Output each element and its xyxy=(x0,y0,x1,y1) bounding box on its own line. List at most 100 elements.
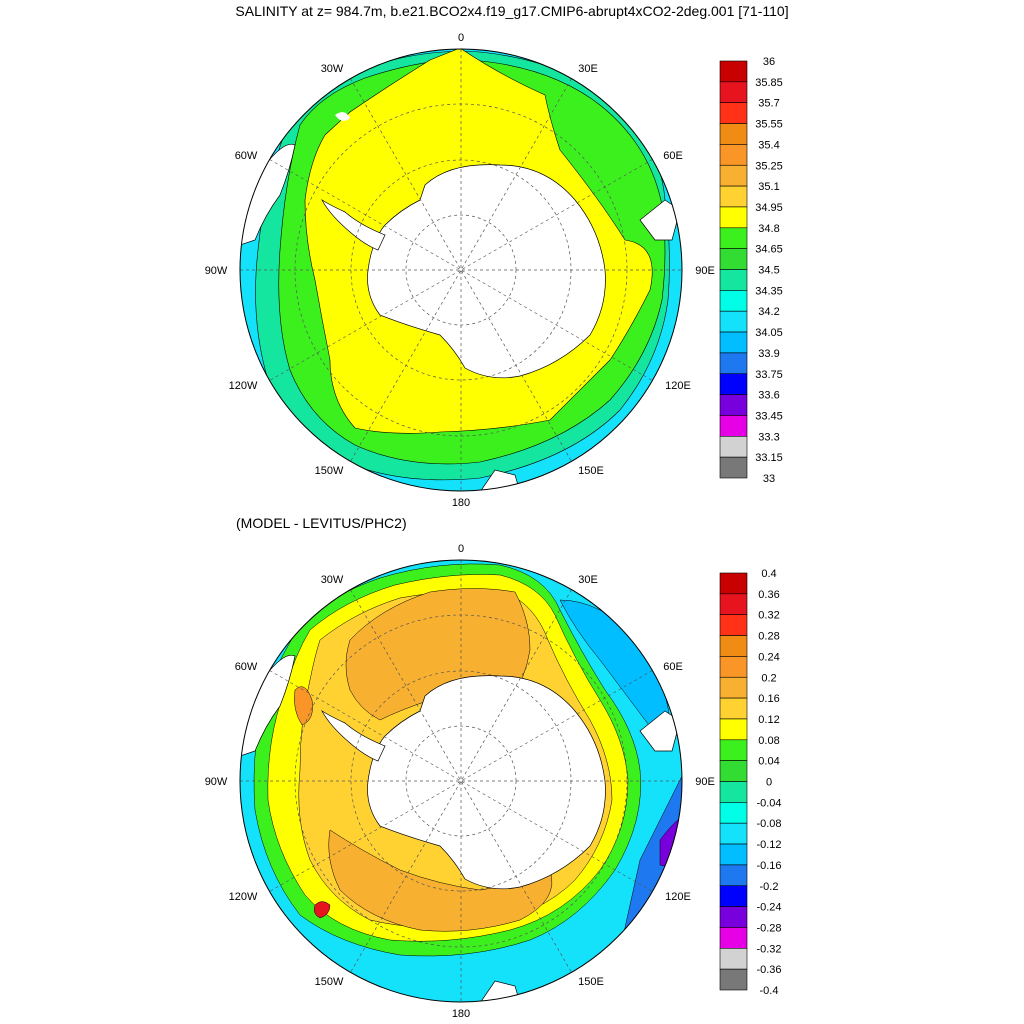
colorbar-label: -0.2 xyxy=(760,881,779,893)
colorbar-label: 35.55 xyxy=(755,119,783,131)
colorbar-label: 34.2 xyxy=(758,306,779,318)
colorbar-swatch xyxy=(719,373,748,395)
colorbar-label: 0.04 xyxy=(758,756,779,768)
colorbar-swatch xyxy=(719,227,748,249)
lon-label-30w: 30W xyxy=(321,63,344,75)
colorbar-swatch xyxy=(719,802,748,824)
diff-red-spot xyxy=(313,901,331,919)
colorbar-label: 33.15 xyxy=(755,452,783,464)
graticule-bottom xyxy=(240,560,682,1002)
colorbar-label: 34.8 xyxy=(758,223,779,235)
difference-map: 0 30E 60E 90E 120E 150E 180 150W 120W 90… xyxy=(205,543,715,1020)
lon-label-120w: 120W xyxy=(229,380,258,392)
colorbar-swatch xyxy=(719,435,748,458)
colorbar-label: 0.32 xyxy=(758,610,779,622)
colorbar-label: 35.4 xyxy=(758,139,779,151)
lon-label-90w: 90W xyxy=(205,265,228,277)
lon-label-150w: 150W xyxy=(315,465,344,477)
colorbar-swatch xyxy=(719,81,748,103)
antarctic-peninsula xyxy=(321,199,386,251)
colorbar-label: -0.12 xyxy=(756,839,781,851)
lon-label-30e: 30E xyxy=(578,63,598,75)
colorbar-swatch xyxy=(719,843,748,866)
lon-label-90w-bottom: 90W xyxy=(205,776,228,788)
colorbar-swatch xyxy=(719,102,748,124)
colorbar-label: 0.12 xyxy=(758,714,779,726)
lon-label-180: 180 xyxy=(452,497,470,509)
lon-label-30e-bottom: 30E xyxy=(578,574,598,586)
colorbar-swatch xyxy=(719,290,748,312)
colorbar-label: 0.16 xyxy=(758,693,779,705)
graticule-top xyxy=(240,49,682,491)
colorbar-label: 0 xyxy=(766,777,772,789)
diff-africa-land xyxy=(639,710,681,752)
colorbar-label: 36 xyxy=(763,56,775,68)
colorbar-label: -0.36 xyxy=(756,964,781,976)
colorbar-swatch xyxy=(719,822,748,845)
lon-label-120e-bottom: 120E xyxy=(665,891,691,903)
difference-subtitle: (MODEL - LEVITUS/PHC2) xyxy=(236,515,407,531)
colorbar-label: 0.36 xyxy=(758,589,779,601)
colorbar-label: 34.65 xyxy=(755,244,783,256)
colorbar-label: -0.16 xyxy=(756,860,781,872)
diff-orange-south xyxy=(328,829,553,932)
colorbar-swatch xyxy=(719,394,748,416)
colorbar-swatch xyxy=(719,456,748,479)
colorbar-swatch xyxy=(719,331,748,354)
colorbar-swatch xyxy=(719,352,748,375)
plot-title: SALINITY at z= 984.7m, b.e21.BCO2x4.f19_… xyxy=(235,3,789,19)
colorbar-swatch xyxy=(719,310,748,333)
colorbar-swatch xyxy=(719,164,748,187)
colorbar-label: -0.08 xyxy=(756,818,781,830)
colorbar-swatch xyxy=(719,968,748,991)
colorbar-label: -0.24 xyxy=(756,902,781,914)
lon-label-60e-bottom: 60E xyxy=(663,661,683,673)
colorbar-swatch xyxy=(719,906,748,928)
colorbar-swatch xyxy=(719,614,748,636)
lon-label-120w-bottom: 120W xyxy=(229,891,258,903)
africa-land xyxy=(639,199,681,241)
colorbar-label: 33.3 xyxy=(758,431,779,443)
colorbar-swatch xyxy=(719,572,748,595)
colorbar-label: 34.35 xyxy=(755,285,783,297)
lon-label-0-bottom: 0 xyxy=(458,543,464,555)
difference-colorbar: 0.4 0.36 0.32 0.28 0.24 0.2 0.16 0.12 0.08 0.04 0 -… xyxy=(719,568,782,997)
colorbar-swatch xyxy=(719,760,748,782)
lon-label-90e: 90E xyxy=(695,265,715,277)
colorbar-swatch xyxy=(719,864,748,887)
lon-label-60e: 60E xyxy=(663,150,683,162)
lon-label-150e: 150E xyxy=(578,465,604,477)
colorbar-swatch xyxy=(719,927,748,949)
colorbar-swatch xyxy=(719,60,748,83)
colorbar-swatch xyxy=(719,144,748,166)
colorbar-swatch xyxy=(719,248,748,270)
colorbar-swatch xyxy=(719,697,748,720)
lon-label-150w-bottom: 150W xyxy=(315,976,344,988)
colorbar-label: 0.24 xyxy=(758,651,779,663)
salinity-colorbar: 36 35.85 35.7 35.55 35.4 35.25 35.1 34.95 34.8 34… xyxy=(719,56,783,485)
colorbar-label: 33 xyxy=(763,473,775,485)
diff-antarctica-landmass xyxy=(367,675,606,890)
map-border-bottom xyxy=(239,559,683,1003)
colorbar-label: 33.9 xyxy=(758,348,779,360)
colorbar-swatch xyxy=(719,635,748,657)
map-border-top xyxy=(239,48,683,492)
colorbar-label: 35.25 xyxy=(755,160,783,172)
colorbar-label: 33.6 xyxy=(758,390,779,402)
lon-label-60w-bottom: 60W xyxy=(235,661,258,673)
colorbar-swatch xyxy=(719,593,748,615)
lon-label-30w-bottom: 30W xyxy=(321,574,344,586)
colorbar-label: 33.45 xyxy=(755,410,783,422)
colorbar-swatch xyxy=(719,676,748,699)
colorbar-swatch xyxy=(719,206,748,229)
colorbar-label: 0.08 xyxy=(758,735,779,747)
colorbar-swatch xyxy=(719,947,748,970)
lon-label-120e: 120E xyxy=(665,380,691,392)
colorbar-label: -0.04 xyxy=(756,797,781,809)
lon-label-0: 0 xyxy=(458,32,464,44)
colorbar-label: 34.95 xyxy=(755,202,783,214)
island-small xyxy=(335,112,350,121)
colorbar-swatch xyxy=(719,415,748,437)
colorbar-swatch xyxy=(719,739,748,761)
